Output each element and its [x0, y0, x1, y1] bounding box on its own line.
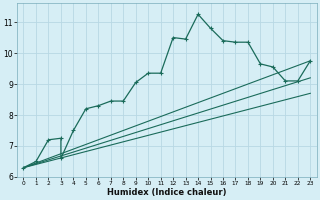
X-axis label: Humidex (Indice chaleur): Humidex (Indice chaleur) — [107, 188, 227, 197]
